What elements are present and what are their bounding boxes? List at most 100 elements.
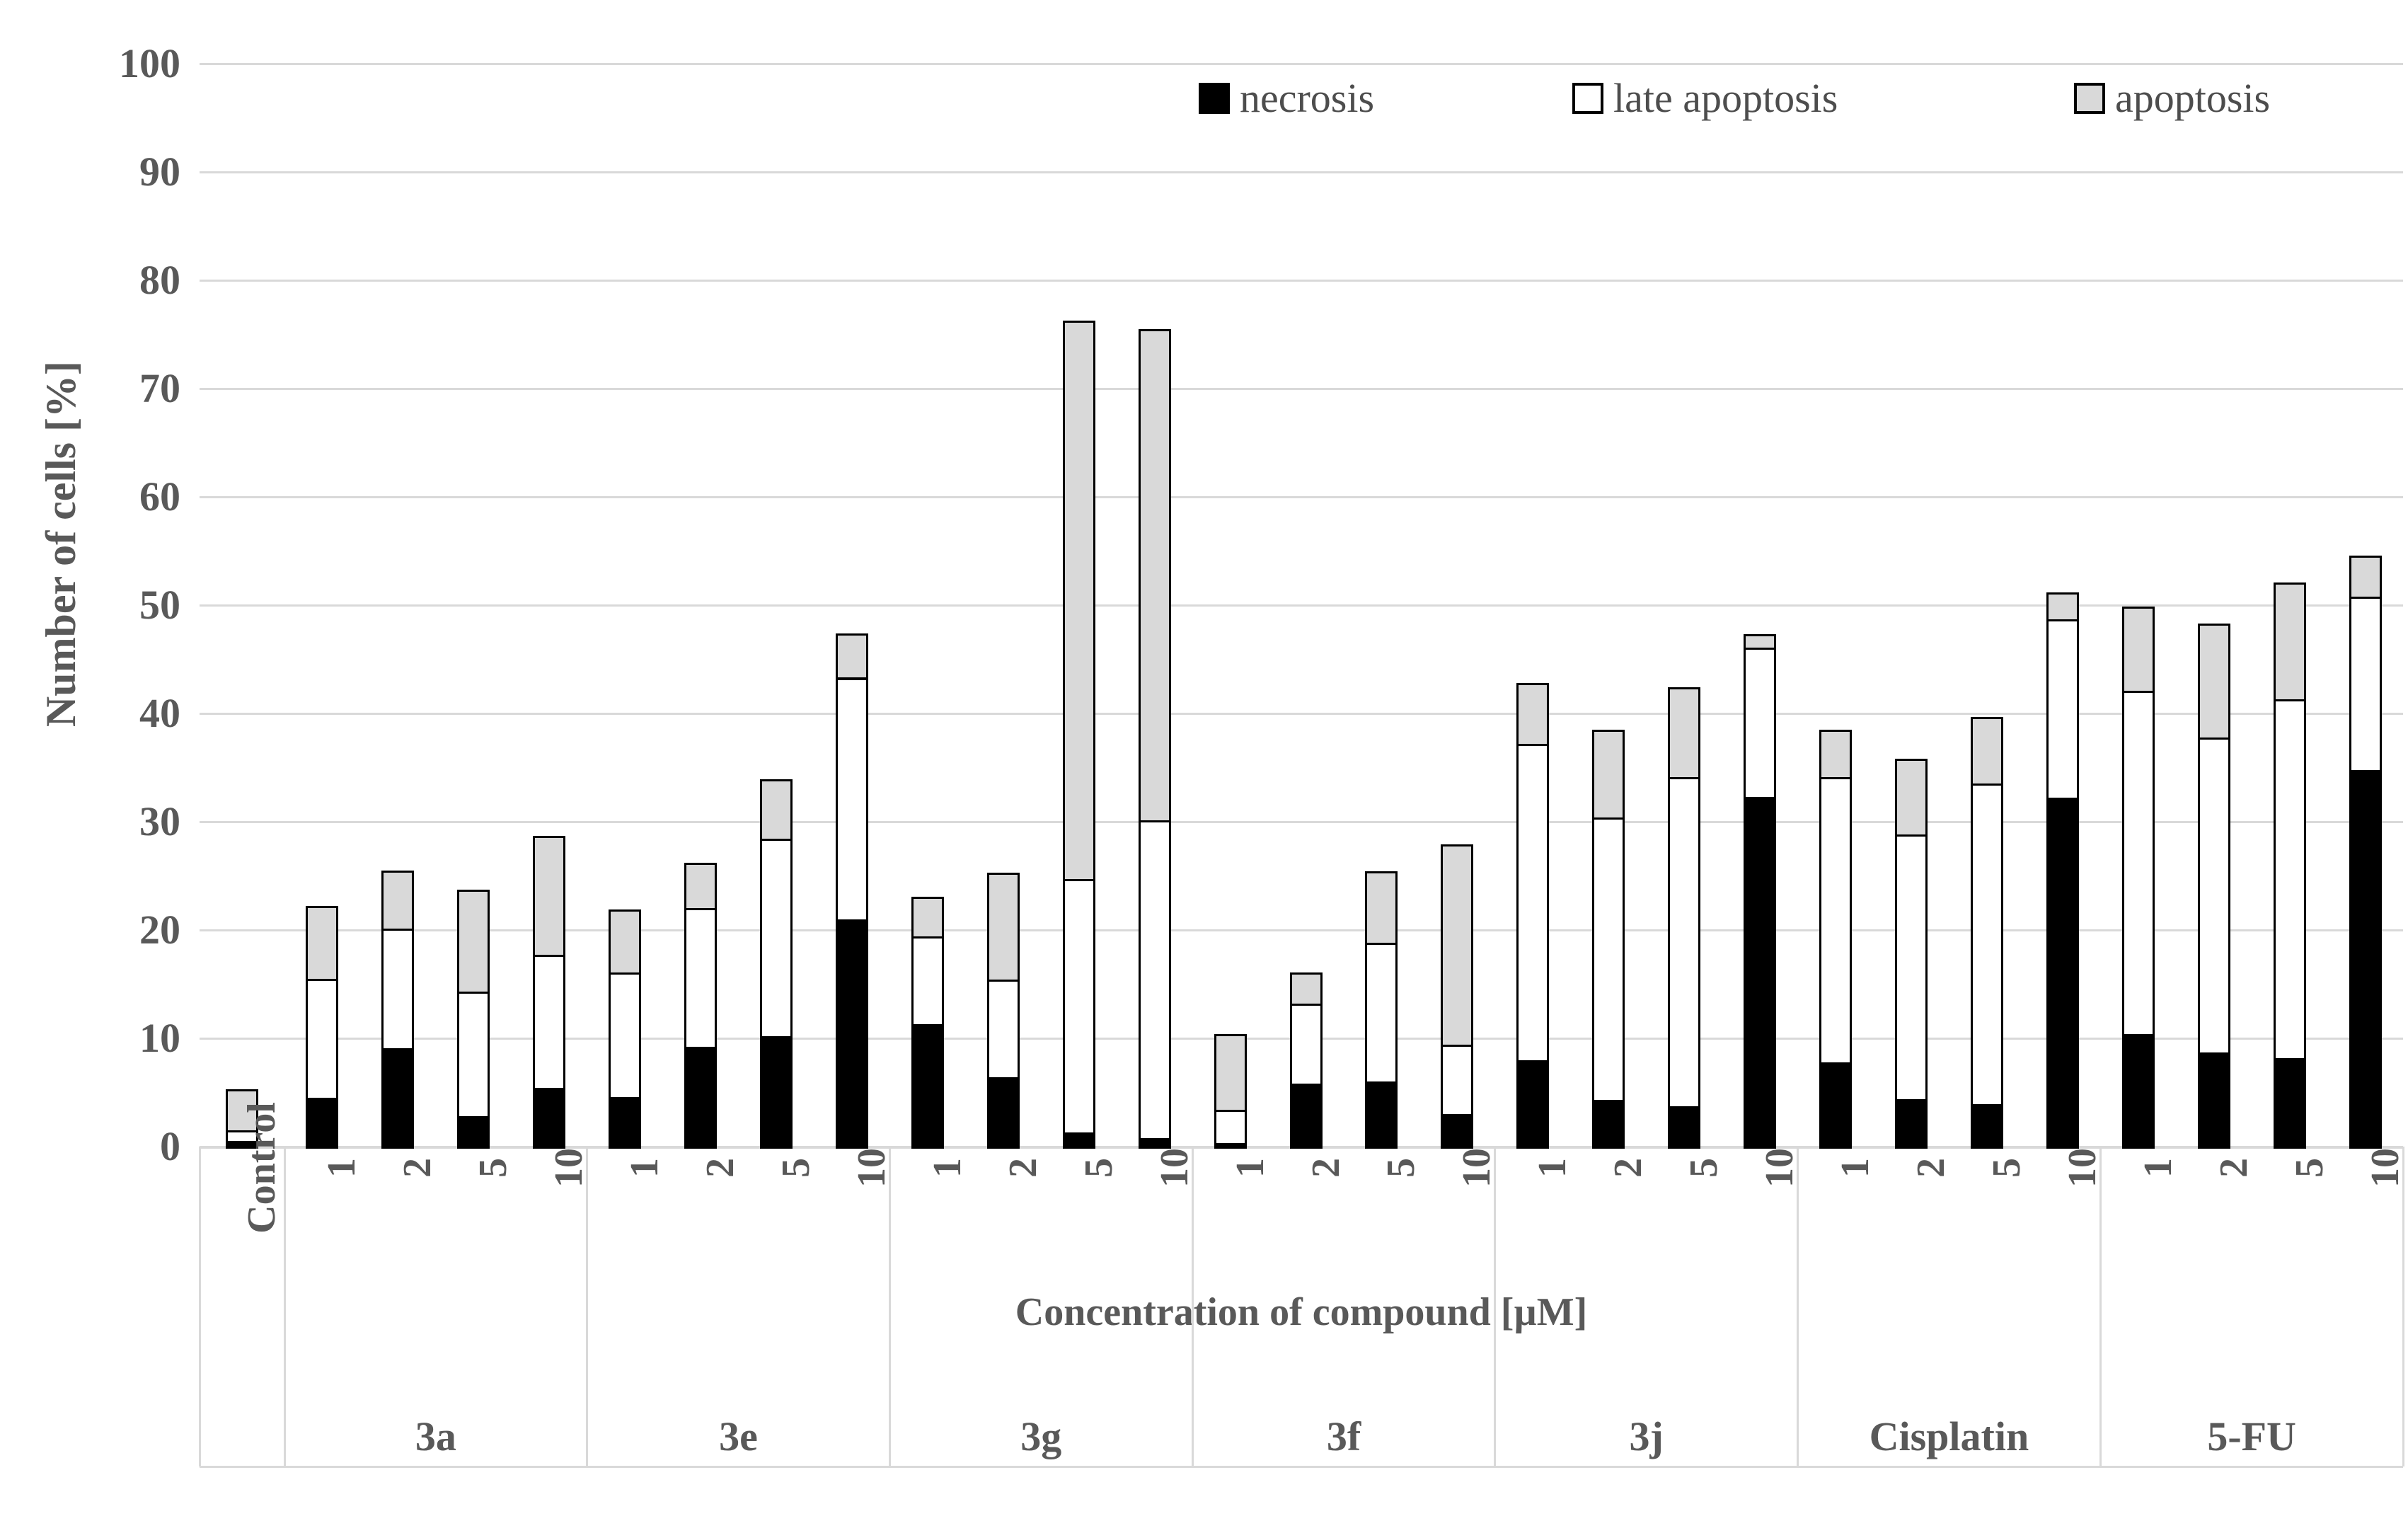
bar-segment-apoptosis-3e-1 xyxy=(609,909,642,975)
y-tick-label-30: 30 xyxy=(139,798,180,844)
bar-segment-late-apoptosis-3e-1 xyxy=(609,972,642,1099)
gridline-90 xyxy=(200,171,2403,173)
bar-segment-apoptosis-3j-2 xyxy=(1592,729,1625,820)
x-tick-label-3j-1: 1 xyxy=(1531,1158,1575,1178)
y-tick-label-70: 70 xyxy=(139,365,180,411)
bar-segment-late-apoptosis-3g-5 xyxy=(1062,879,1095,1135)
legend-label-necrosis: necrosis xyxy=(1240,75,1375,121)
x-tick-label-Cisplatin-5: 5 xyxy=(1984,1158,2029,1178)
bar-segment-late-apoptosis-3g-2 xyxy=(986,980,1020,1080)
bar-segment-apoptosis-Cisplatin-10 xyxy=(2046,592,2079,621)
bar-segment-late-apoptosis-3a-2 xyxy=(381,929,415,1050)
bar-segment-necrosis-3f-1 xyxy=(1214,1143,1247,1149)
group-label-Cisplatin: Cisplatin xyxy=(1869,1413,2029,1459)
bar-segment-late-apoptosis-3f-2 xyxy=(1289,1004,1323,1086)
bar-segment-late-apoptosis-Cisplatin-1 xyxy=(1819,777,1853,1064)
gridline-20 xyxy=(200,929,2403,931)
x-tick-label-Cisplatin-2: 2 xyxy=(1908,1158,1953,1178)
x-tick-label-3e-5: 5 xyxy=(774,1158,819,1178)
category-separator-5 xyxy=(1494,1147,1497,1467)
group-label-3f: 3f xyxy=(1326,1413,1361,1459)
bar-segment-necrosis-3j-2 xyxy=(1592,1100,1625,1149)
gridline-100 xyxy=(200,62,2403,65)
bar-segment-necrosis-3g-1 xyxy=(911,1024,944,1149)
x-axis-title: Concentration of compound [µM] xyxy=(1015,1290,1588,1334)
bar-segment-necrosis-3a-2 xyxy=(381,1048,415,1149)
gridline-30 xyxy=(200,820,2403,823)
bar-segment-necrosis-3j-5 xyxy=(1668,1106,1701,1149)
legend-label-apoptosis: apoptosis xyxy=(2115,75,2271,121)
bar-segment-apoptosis-Cisplatin-5 xyxy=(1970,716,2003,786)
bar-segment-late-apoptosis-3j-5 xyxy=(1668,777,1701,1109)
group-label-5-FU: 5-FU xyxy=(2207,1413,2296,1459)
bar-segment-late-apoptosis-5-FU-1 xyxy=(2121,690,2155,1036)
x-tick-label-3a-2: 2 xyxy=(396,1158,440,1178)
bar-segment-necrosis-Cisplatin-5 xyxy=(1970,1104,2003,1149)
bar-segment-apoptosis-3a-5 xyxy=(457,890,490,994)
bar-segment-late-apoptosis-5-FU-10 xyxy=(2349,596,2382,772)
bar-segment-necrosis-3a-1 xyxy=(306,1098,339,1149)
y-tick-label-80: 80 xyxy=(139,257,180,303)
bar-segment-late-apoptosis-5-FU-5 xyxy=(2273,699,2306,1060)
x-tick-label-Control-Control: Control xyxy=(240,1102,284,1234)
legend-swatch-late-apoptosis xyxy=(1572,83,1603,114)
bar-segment-necrosis-5-FU-2 xyxy=(2197,1052,2230,1149)
bar-segment-necrosis-5-FU-1 xyxy=(2121,1033,2155,1149)
bar-segment-apoptosis-5-FU-10 xyxy=(2349,555,2382,599)
bar-segment-late-apoptosis-3e-5 xyxy=(760,839,793,1038)
category-separator-1 xyxy=(283,1147,286,1467)
x-tick-label-3j-5: 5 xyxy=(1682,1158,1727,1178)
bar-segment-apoptosis-5-FU-5 xyxy=(2273,582,2306,702)
bar-segment-apoptosis-3g-2 xyxy=(986,872,1020,982)
bar-segment-late-apoptosis-3e-2 xyxy=(684,908,718,1050)
category-separator-0 xyxy=(198,1147,201,1467)
bar-segment-necrosis-3e-2 xyxy=(684,1047,718,1149)
category-separator-8 xyxy=(2402,1147,2404,1467)
gridline-80 xyxy=(200,279,2403,282)
bar-segment-apoptosis-3j-1 xyxy=(1516,683,1550,746)
x-tick-label-3g-10: 10 xyxy=(1152,1148,1197,1188)
bar-segment-apoptosis-3g-1 xyxy=(911,896,944,939)
y-tick-label-60: 60 xyxy=(139,473,180,520)
bar-segment-late-apoptosis-3g-1 xyxy=(911,936,944,1027)
x-tick-label-3g-5: 5 xyxy=(1076,1158,1121,1178)
x-tick-label-3e-10: 10 xyxy=(849,1148,894,1188)
bar-segment-apoptosis-Cisplatin-1 xyxy=(1819,729,1853,780)
bar-segment-late-apoptosis-3g-10 xyxy=(1138,820,1171,1140)
bar-segment-necrosis-Cisplatin-10 xyxy=(2046,798,2079,1149)
bar-segment-apoptosis-3e-10 xyxy=(835,633,868,680)
group-label-3g: 3g xyxy=(1020,1413,1062,1459)
bar-segment-apoptosis-3a-1 xyxy=(306,906,339,981)
bar-segment-necrosis-3g-2 xyxy=(986,1077,1020,1149)
bar-segment-late-apoptosis-Cisplatin-10 xyxy=(2046,619,2079,800)
x-tick-label-3a-5: 5 xyxy=(471,1158,516,1178)
bar-segment-late-apoptosis-3f-1 xyxy=(1214,1109,1247,1146)
x-tick-label-3f-1: 1 xyxy=(1228,1158,1272,1178)
x-tick-label-3g-2: 2 xyxy=(1001,1158,1045,1178)
bar-segment-late-apoptosis-3f-5 xyxy=(1365,943,1398,1084)
x-tick-label-3e-2: 2 xyxy=(698,1158,743,1178)
bar-segment-necrosis-3f-10 xyxy=(1441,1114,1474,1149)
bar-segment-apoptosis-3a-2 xyxy=(381,870,415,931)
group-label-3j: 3j xyxy=(1629,1413,1664,1459)
bar-segment-apoptosis-Cisplatin-2 xyxy=(1894,759,1928,837)
bar-segment-late-apoptosis-3f-10 xyxy=(1441,1045,1474,1117)
bar-segment-late-apoptosis-Cisplatin-2 xyxy=(1894,834,1928,1101)
x-tick-label-3a-1: 1 xyxy=(320,1158,364,1178)
x-tick-label-5-FU-2: 2 xyxy=(2211,1158,2256,1178)
y-tick-label-0: 0 xyxy=(160,1123,180,1169)
y-tick-label-100: 100 xyxy=(119,40,180,86)
bar-segment-late-apoptosis-3j-2 xyxy=(1592,817,1625,1103)
bar-segment-late-apoptosis-3a-10 xyxy=(533,955,566,1091)
category-separator-6 xyxy=(1797,1147,1799,1467)
bar-segment-necrosis-3g-5 xyxy=(1062,1132,1095,1149)
x-tick-label-3e-1: 1 xyxy=(623,1158,667,1178)
bar-segment-late-apoptosis-Cisplatin-5 xyxy=(1970,784,2003,1107)
legend-item-necrosis: necrosis xyxy=(1199,78,1374,119)
bar-segment-late-apoptosis-3j-1 xyxy=(1516,743,1550,1062)
x-tick-label-5-FU-10: 10 xyxy=(2363,1148,2407,1188)
gridline-70 xyxy=(200,387,2403,390)
gridline-60 xyxy=(200,495,2403,498)
bar-segment-apoptosis-3f-1 xyxy=(1214,1033,1247,1112)
x-tick-label-Cisplatin-10: 10 xyxy=(2060,1148,2104,1188)
